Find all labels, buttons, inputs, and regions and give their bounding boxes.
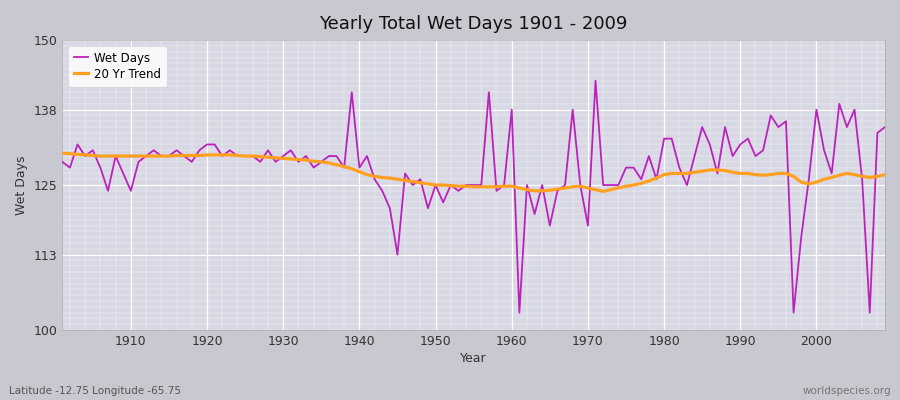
Wet Days <box>499 183 509 188</box>
Wet Days <box>613 183 624 188</box>
Wet Days <box>514 310 525 315</box>
20 Yr Trend <box>285 156 296 161</box>
Text: Latitude -12.75 Longitude -65.75: Latitude -12.75 Longitude -65.75 <box>9 386 181 396</box>
20 Yr Trend <box>499 184 509 189</box>
Text: worldspecies.org: worldspecies.org <box>803 386 891 396</box>
Wet Days <box>285 148 296 153</box>
20 Yr Trend <box>879 172 890 177</box>
X-axis label: Year: Year <box>460 352 487 365</box>
Wet Days <box>57 160 68 164</box>
20 Yr Trend <box>331 162 342 167</box>
20 Yr Trend <box>118 154 129 158</box>
Line: Wet Days: Wet Days <box>62 81 885 312</box>
Wet Days <box>118 171 129 176</box>
Line: 20 Yr Trend: 20 Yr Trend <box>62 153 885 192</box>
20 Yr Trend <box>598 189 608 194</box>
Wet Days <box>507 107 517 112</box>
20 Yr Trend <box>606 187 616 192</box>
20 Yr Trend <box>57 151 68 156</box>
Wet Days <box>331 154 342 158</box>
Wet Days <box>879 125 890 130</box>
20 Yr Trend <box>507 184 517 189</box>
Y-axis label: Wet Days: Wet Days <box>15 155 28 215</box>
Legend: Wet Days, 20 Yr Trend: Wet Days, 20 Yr Trend <box>68 46 167 87</box>
Wet Days <box>590 78 601 83</box>
Title: Yearly Total Wet Days 1901 - 2009: Yearly Total Wet Days 1901 - 2009 <box>320 15 628 33</box>
